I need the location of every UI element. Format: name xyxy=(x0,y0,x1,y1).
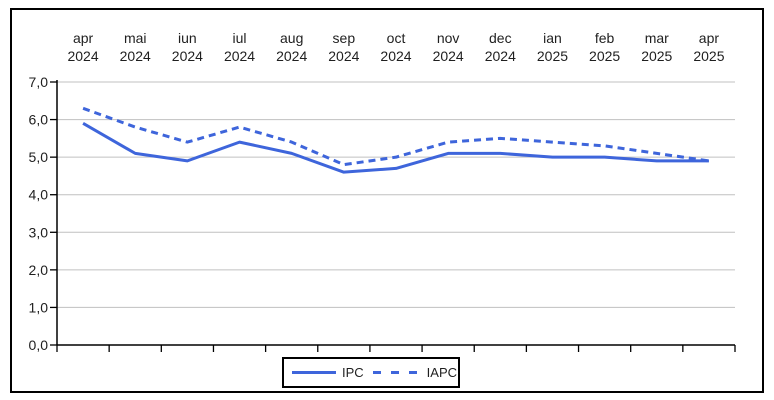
legend-ipc-label: IPC xyxy=(342,365,364,380)
month-label: iul xyxy=(233,30,247,46)
y-axis-label: 7,0 xyxy=(29,74,49,90)
year-label: 2024 xyxy=(328,48,359,64)
ipc-solid-line-sample xyxy=(292,371,336,374)
year-label: 2024 xyxy=(120,48,151,64)
year-label: 2024 xyxy=(380,48,411,64)
month-label: feb xyxy=(595,30,615,46)
series-line-iapc xyxy=(82,106,710,167)
month-label: dec xyxy=(489,30,512,46)
y-axis-label: 4,0 xyxy=(29,187,49,203)
chart-frame xyxy=(10,8,764,393)
y-axis-label: 0,0 xyxy=(29,337,49,353)
y-axis-label: 1,0 xyxy=(29,299,49,315)
month-label: nov xyxy=(437,30,460,46)
year-label: 2024 xyxy=(485,48,516,64)
year-label: 2025 xyxy=(641,48,672,64)
legend-iapc-label: IAPC xyxy=(426,365,458,380)
year-label: 2024 xyxy=(433,48,464,64)
year-label: 2025 xyxy=(693,48,724,64)
month-label: mar xyxy=(645,30,669,46)
y-axis-label: 5,0 xyxy=(29,149,49,165)
month-label: mai xyxy=(124,30,147,46)
year-label: 2024 xyxy=(172,48,203,64)
month-label: apr xyxy=(73,30,94,46)
month-label: oct xyxy=(387,30,406,46)
year-label: 2024 xyxy=(224,48,255,64)
year-label: 2024 xyxy=(276,48,307,64)
year-label: 2024 xyxy=(67,48,98,64)
month-label: sep xyxy=(333,30,356,46)
iapc-dashed-line-sample xyxy=(372,371,421,374)
month-label: iun xyxy=(178,30,197,46)
month-label: aug xyxy=(280,30,303,46)
month-label: ian xyxy=(543,30,562,46)
year-label: 2025 xyxy=(589,48,620,64)
y-axis-label: 2,0 xyxy=(29,262,49,278)
series-line-ipc xyxy=(82,122,709,174)
legend: IPC IAPC xyxy=(282,357,460,388)
y-axis-label: 3,0 xyxy=(29,224,49,240)
y-axis-label: 6,0 xyxy=(29,112,49,128)
year-label: 2025 xyxy=(537,48,568,64)
month-label: apr xyxy=(699,30,720,46)
